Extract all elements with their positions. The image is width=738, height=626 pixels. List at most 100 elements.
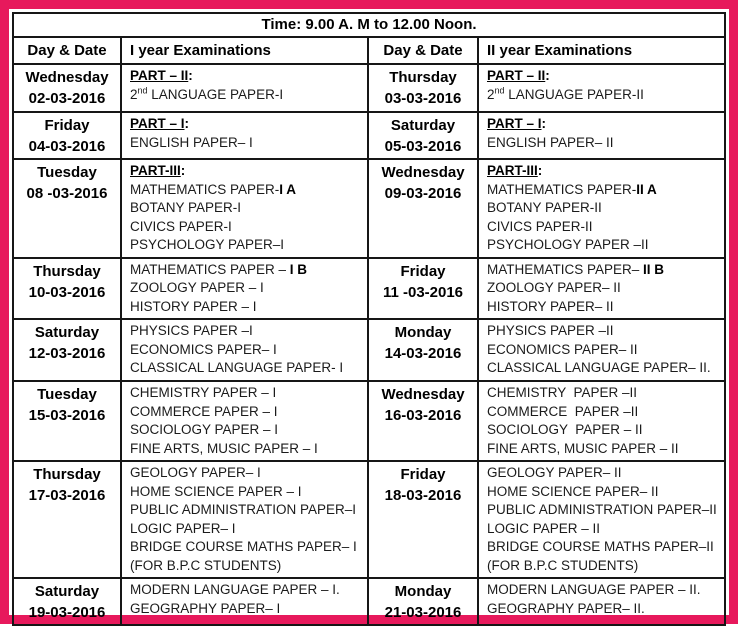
exam-line: PHYSICS PAPER –I: [130, 322, 364, 341]
exam-line: CHEMISTRY PAPER – I: [130, 384, 364, 403]
exam-line: FINE ARTS, MUSIC PAPER – I: [130, 440, 364, 459]
day-name: Friday: [400, 466, 446, 483]
date-value: 14-03-2016: [384, 345, 462, 362]
exam-line-segment: BOTANY PAPER-I: [130, 200, 242, 215]
exam-line-segment: MATHEMATICS PAPER –: [130, 261, 290, 277]
exam-line-segment: PART – II: [130, 68, 189, 83]
exam-line-segment: LOGIC PAPER– I: [130, 520, 236, 536]
day-name: Thursday: [33, 262, 101, 280]
day-name: Monday: [394, 583, 452, 600]
date-value: 19-03-2016: [28, 604, 106, 621]
exam-line-segment: MODERN LANGUAGE PAPER – II.: [487, 582, 701, 597]
table-row: Saturday 12-03-2016 PHYSICS PAPER –I ECONOM…: [12, 318, 726, 382]
exam-line: PART-III:: [487, 162, 721, 181]
col-header-day-date-right: Day & Date: [367, 36, 479, 65]
date-value: 17-03-2016: [28, 487, 106, 504]
exams-cell: GEOLOGY PAPER– II HOME SCIENCE PAPER– II P…: [477, 460, 726, 579]
exam-line-segment: HISTORY PAPER– II: [487, 298, 614, 314]
exam-line-segment: LANGUAGE PAPER-I: [147, 86, 284, 102]
exam-line-segment: CHEMISTRY PAPER – I: [130, 385, 277, 400]
day-name: Saturday: [390, 117, 456, 134]
exam-line-segment: PSYCHOLOGY PAPER –II: [487, 237, 649, 252]
exam-line-segment: LOGIC PAPER – II: [487, 520, 601, 536]
exam-line-segment: PUBLIC ADMINISTRATION PAPER–II: [487, 502, 717, 517]
day-date-cell: Friday 11 -03-2016: [367, 256, 479, 320]
exam-line: PART – II:: [487, 67, 721, 86]
exam-line-segment: COMMERCE PAPER – I: [130, 403, 278, 419]
exam-line-segment: :: [541, 116, 547, 131]
exam-line: CIVICS PAPER-II: [487, 218, 721, 237]
exam-line-segment: PART – II: [487, 68, 546, 83]
day-date-cell: Wednesday 16-03-2016: [367, 380, 479, 462]
exam-line-segment: PHYSICS PAPER –II: [487, 323, 614, 338]
day-name: Wednesday: [381, 386, 465, 403]
exam-line: PART – I:: [487, 115, 721, 134]
exams-cell: MODERN LANGUAGE PAPER – I. GEOGRAPHY PAPE…: [120, 577, 369, 626]
exam-line: CIVICS PAPER-I: [130, 218, 364, 237]
date-value: 16-03-2016: [384, 407, 462, 424]
exam-line-segment: :: [184, 116, 190, 131]
date-value: 18-03-2016: [384, 487, 462, 504]
day-date-cell: Thursday 17-03-2016: [12, 460, 122, 579]
exam-line: PSYCHOLOGY PAPER –II: [487, 236, 721, 255]
date-value: 08 -03-2016: [26, 185, 108, 202]
day-name: Tuesday: [37, 386, 97, 403]
exam-line: MATHEMATICS PAPER-I A: [130, 181, 364, 200]
exam-line-segment: II A: [636, 181, 657, 197]
exam-line-segment: nd: [494, 85, 505, 95]
date-value: 15-03-2016: [28, 407, 106, 424]
exams-cell: PART – I: ENGLISH PAPER– I: [120, 111, 369, 160]
exam-line-segment: II B: [643, 261, 665, 277]
day-name: Friday: [44, 117, 90, 134]
table-row: Thursday 17-03-2016 GEOLOGY PAPER– I HOME S…: [12, 460, 726, 579]
exam-line-segment: PART – I: [487, 116, 542, 131]
table-row: Saturday 19-03-2016 MODERN LANGUAGE PAPER …: [12, 577, 726, 626]
exams-cell: GEOLOGY PAPER– I HOME SCIENCE PAPER – I PU…: [120, 460, 369, 579]
exam-line: PART – II:: [130, 67, 364, 86]
exam-line: COMMERCE PAPER – I: [130, 403, 364, 422]
exam-line-segment: GEOGRAPHY PAPER– I: [130, 600, 281, 616]
day-name: Thursday: [33, 466, 101, 483]
col-header-second-year: II year Examinations: [477, 36, 726, 65]
table-row: Tuesday 08 -03-2016 PART-III: MATHEMATICS P…: [12, 158, 726, 259]
exam-line: LOGIC PAPER– I: [130, 520, 364, 539]
exams-cell: CHEMISTRY PAPER –II COMMERCE PAPER –II SOC…: [477, 380, 726, 462]
exam-line: PART-III:: [130, 162, 364, 181]
column-header-row: Day & Date I year Examinations Day & Dat…: [12, 36, 726, 65]
exam-line-segment: BRIDGE COURSE MATHS PAPER– I: [130, 539, 357, 554]
exam-line: HOME SCIENCE PAPER– II: [487, 483, 721, 502]
exam-line-segment: ECONOMICS PAPER– I: [130, 341, 277, 357]
exam-line-segment: CIVICS PAPER-II: [487, 218, 593, 234]
time-banner: Time: 9.00 A. M to 12.00 Noon.: [12, 12, 726, 38]
table-row: Tuesday 15-03-2016 CHEMISTRY PAPER – I COMM…: [12, 380, 726, 462]
exam-line-segment: MATHEMATICS PAPER–: [487, 261, 644, 277]
day-date-cell: Wednesday 09-03-2016: [367, 158, 479, 259]
exam-line-segment: PART-III: [130, 163, 181, 178]
exams-cell: PART-III: MATHEMATICS PAPER-I A BOTANY PAP…: [120, 158, 369, 259]
exam-line-segment: 2: [487, 86, 495, 102]
exam-line-segment: GEOGRAPHY PAPER– II.: [487, 600, 645, 616]
date-value: 05-03-2016: [384, 138, 462, 155]
exam-line: BRIDGE COURSE MATHS PAPER–II: [487, 538, 721, 557]
exam-line-segment: BRIDGE COURSE MATHS PAPER–II: [487, 539, 714, 554]
exam-line: CHEMISTRY PAPER –II: [487, 384, 721, 403]
date-value: 02-03-2016: [28, 90, 106, 107]
exam-rows: Wednesday 02-03-2016 PART – II: 2nd LANGUAG…: [12, 63, 726, 626]
table-row: Friday 04-03-2016 PART – I: ENGLISH PAPER– …: [12, 111, 726, 160]
exam-line: HOME SCIENCE PAPER – I: [130, 483, 364, 502]
exam-line-segment: I A: [279, 181, 297, 197]
exam-line-segment: GEOLOGY PAPER– II: [487, 465, 622, 480]
exam-line: FINE ARTS, MUSIC PAPER – II: [487, 440, 721, 459]
day-name: Friday: [400, 262, 446, 280]
exam-line-segment: MATHEMATICS PAPER-: [130, 181, 280, 197]
exam-line-segment: SOCIOLOGY PAPER – II: [487, 422, 643, 437]
day-date-cell: Wednesday 02-03-2016: [12, 63, 122, 113]
date-value: 09-03-2016: [384, 185, 462, 202]
exams-cell: MATHEMATICS PAPER – I B ZOOLOGY PAPER – I…: [120, 256, 369, 320]
exam-line: SOCIOLOGY PAPER – II: [487, 421, 721, 440]
day-name: Saturday: [34, 583, 100, 600]
day-date-cell: Saturday 12-03-2016: [12, 318, 122, 382]
exam-line: MATHEMATICS PAPER-II A: [487, 181, 721, 200]
exam-line-segment: SOCIOLOGY PAPER – I: [130, 422, 279, 437]
exam-line-segment: CIVICS PAPER-I: [130, 218, 232, 234]
